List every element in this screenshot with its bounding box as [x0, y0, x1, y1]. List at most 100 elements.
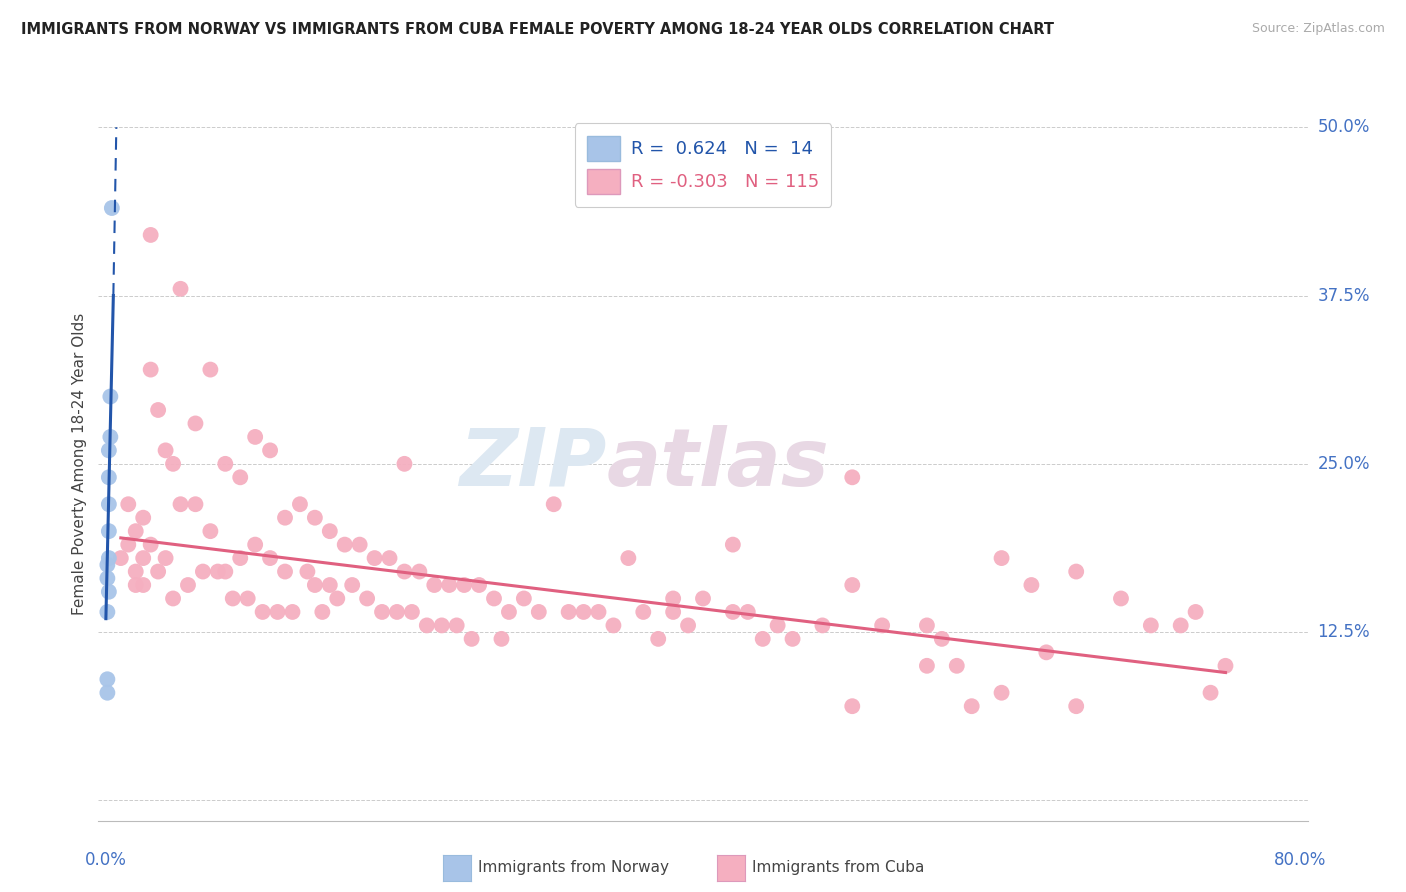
Point: [139, 538, 162, 552]
Point: [98, 390, 121, 404]
Point: [1035, 645, 1057, 659]
Point: [110, 551, 132, 566]
Point: [1021, 578, 1043, 592]
Point: [647, 632, 669, 646]
Point: [990, 551, 1012, 566]
Text: IMMIGRANTS FROM NORWAY VS IMMIGRANTS FROM CUBA FEMALE POVERTY AMONG 18-24 YEAR O: IMMIGRANTS FROM NORWAY VS IMMIGRANTS FRO…: [21, 22, 1054, 37]
Point: [266, 605, 288, 619]
Point: [125, 565, 148, 579]
Point: [184, 417, 207, 431]
Point: [326, 591, 349, 606]
Point: [274, 510, 297, 524]
Point: [319, 524, 342, 538]
Point: [229, 551, 252, 566]
Text: 25.0%: 25.0%: [1317, 455, 1369, 473]
Point: [401, 605, 423, 619]
Point: [177, 578, 200, 592]
Point: [125, 524, 148, 538]
Point: [498, 605, 520, 619]
Text: ZIP: ZIP: [458, 425, 606, 503]
Point: [162, 591, 184, 606]
Point: [453, 578, 475, 592]
Point: [446, 618, 468, 632]
Point: [304, 578, 326, 592]
Text: 50.0%: 50.0%: [1317, 119, 1369, 136]
Point: [1215, 658, 1237, 673]
Point: [169, 497, 191, 511]
Text: 12.5%: 12.5%: [1317, 624, 1369, 641]
Point: [184, 497, 207, 511]
Point: [132, 510, 155, 524]
Text: 80.0%: 80.0%: [1274, 851, 1326, 869]
Point: [297, 565, 319, 579]
Point: [416, 618, 439, 632]
Point: [633, 605, 655, 619]
Point: [557, 605, 579, 619]
Point: [423, 578, 446, 592]
Point: [200, 524, 222, 538]
Point: [1140, 618, 1163, 632]
Text: 0.0%: 0.0%: [84, 851, 127, 869]
Point: [214, 565, 236, 579]
Point: [915, 618, 938, 632]
Point: [870, 618, 893, 632]
Point: [721, 605, 744, 619]
Point: [356, 591, 378, 606]
Point: [162, 457, 184, 471]
Point: [97, 497, 120, 511]
Point: [931, 632, 953, 646]
Point: [155, 551, 177, 566]
Point: [191, 565, 214, 579]
Point: [676, 618, 699, 632]
Point: [1109, 591, 1132, 606]
Point: [101, 201, 124, 215]
Point: [96, 571, 118, 585]
Point: [311, 605, 333, 619]
Point: [602, 618, 624, 632]
Point: [243, 430, 266, 444]
Point: [439, 578, 461, 592]
Point: [1064, 699, 1087, 714]
Point: [259, 551, 281, 566]
Point: [281, 605, 304, 619]
Point: [259, 443, 281, 458]
Text: atlas: atlas: [606, 425, 830, 503]
Point: [385, 605, 408, 619]
Point: [751, 632, 773, 646]
Point: [617, 551, 640, 566]
Point: [588, 605, 610, 619]
Point: [132, 578, 155, 592]
Point: [340, 578, 363, 592]
Point: [304, 510, 326, 524]
Point: [363, 551, 385, 566]
Point: [139, 227, 162, 242]
Point: [990, 686, 1012, 700]
Point: [811, 618, 834, 632]
Point: [319, 578, 342, 592]
Point: [1199, 686, 1222, 700]
Point: [1184, 605, 1206, 619]
Point: [139, 362, 162, 376]
Point: [513, 591, 536, 606]
Y-axis label: Female Poverty Among 18-24 Year Olds: Female Poverty Among 18-24 Year Olds: [72, 313, 87, 615]
Point: [841, 578, 863, 592]
Point: [274, 565, 297, 579]
Point: [841, 470, 863, 484]
Point: [1170, 618, 1192, 632]
Point: [97, 524, 120, 538]
Point: [288, 497, 311, 511]
Point: [782, 632, 804, 646]
Point: [468, 578, 491, 592]
Point: [572, 605, 595, 619]
Point: [146, 565, 169, 579]
Point: [97, 551, 120, 566]
Point: [1064, 565, 1087, 579]
Point: [214, 457, 236, 471]
Point: [527, 605, 550, 619]
Point: [98, 430, 121, 444]
Point: [97, 443, 120, 458]
Point: [125, 578, 148, 592]
Point: [243, 538, 266, 552]
Legend: R =  0.624   N =  14, R = -0.303   N = 115: R = 0.624 N = 14, R = -0.303 N = 115: [575, 123, 831, 207]
Text: Source: ZipAtlas.com: Source: ZipAtlas.com: [1251, 22, 1385, 36]
